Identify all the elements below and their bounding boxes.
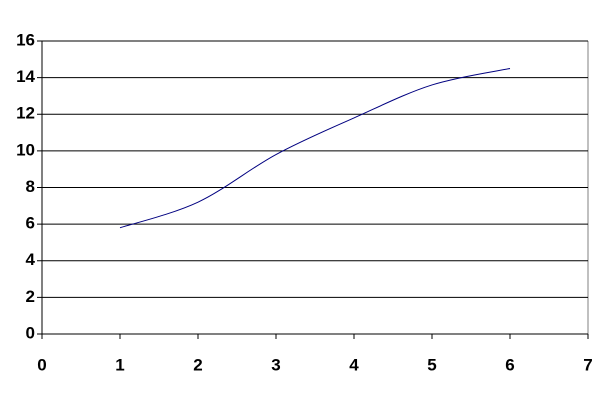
y-tick-label: 16 [16,30,35,49]
x-tick-label: 6 [505,355,514,374]
y-tick-label: 10 [16,140,35,159]
y-tick-label: 6 [26,214,35,233]
y-tick-label: 14 [16,67,35,86]
x-tick-label: 0 [37,355,46,374]
x-tick-label: 2 [193,355,202,374]
x-tick-label: 5 [427,355,436,374]
y-tick-label: 8 [26,177,35,196]
x-tick-label: 7 [583,355,592,374]
x-tick-label: 3 [271,355,280,374]
y-tick-label: 4 [26,250,36,269]
y-tick-label: 0 [26,323,35,342]
x-tick-label: 4 [349,355,359,374]
y-tick-label: 12 [16,104,35,123]
x-tick-label: 1 [115,355,124,374]
y-tick-label: 2 [26,287,35,306]
data-line [119,67,511,229]
